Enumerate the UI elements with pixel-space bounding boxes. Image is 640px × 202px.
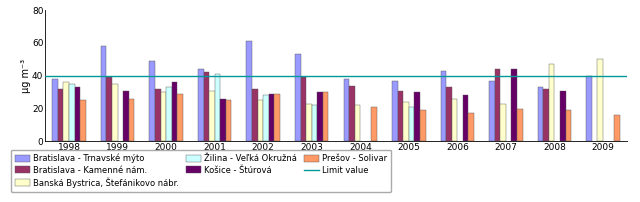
- Bar: [392, 81, 397, 141]
- Bar: [269, 94, 275, 141]
- Bar: [414, 92, 420, 141]
- Bar: [440, 71, 446, 141]
- Bar: [500, 104, 506, 141]
- Bar: [155, 89, 161, 141]
- Bar: [403, 102, 409, 141]
- Bar: [511, 69, 517, 141]
- Bar: [214, 74, 220, 141]
- Bar: [209, 90, 214, 141]
- Bar: [349, 86, 355, 141]
- Bar: [58, 89, 63, 141]
- Bar: [161, 92, 166, 141]
- Bar: [317, 92, 323, 141]
- Bar: [306, 104, 312, 141]
- Bar: [129, 99, 134, 141]
- Bar: [549, 64, 554, 141]
- Bar: [112, 84, 118, 141]
- Bar: [246, 41, 252, 141]
- Bar: [177, 94, 183, 141]
- Bar: [566, 110, 571, 141]
- Bar: [489, 81, 495, 141]
- Bar: [301, 77, 306, 141]
- Bar: [397, 90, 403, 141]
- Bar: [463, 96, 468, 141]
- Bar: [252, 89, 258, 141]
- Bar: [344, 79, 349, 141]
- Legend: Bratislava - Trnavské mýto, Bratislava - Kamenné nám., Banská Bystrica, Štefánik: Bratislava - Trnavské mýto, Bratislava -…: [11, 150, 391, 192]
- Bar: [166, 87, 172, 141]
- Bar: [123, 90, 129, 141]
- Bar: [106, 77, 112, 141]
- Bar: [295, 54, 301, 141]
- Bar: [452, 99, 458, 141]
- Bar: [538, 87, 543, 141]
- Bar: [543, 89, 549, 141]
- Bar: [263, 96, 269, 141]
- Bar: [409, 107, 414, 141]
- Bar: [258, 100, 263, 141]
- Bar: [226, 100, 232, 141]
- Bar: [149, 61, 155, 141]
- Bar: [355, 105, 360, 141]
- Bar: [446, 87, 452, 141]
- Bar: [275, 94, 280, 141]
- Bar: [52, 79, 58, 141]
- Bar: [204, 73, 209, 141]
- Bar: [586, 76, 592, 141]
- Bar: [69, 84, 75, 141]
- Bar: [323, 92, 328, 141]
- Bar: [371, 107, 377, 141]
- Bar: [220, 99, 226, 141]
- Bar: [517, 109, 523, 141]
- Bar: [468, 114, 474, 141]
- Bar: [172, 82, 177, 141]
- Bar: [101, 46, 106, 141]
- Bar: [560, 90, 566, 141]
- Bar: [198, 69, 204, 141]
- Bar: [420, 110, 426, 141]
- Bar: [75, 87, 80, 141]
- Bar: [63, 82, 69, 141]
- Y-axis label: μg m⁻³: μg m⁻³: [20, 59, 31, 93]
- Bar: [614, 115, 620, 141]
- Bar: [80, 100, 86, 141]
- Bar: [312, 105, 317, 141]
- Bar: [597, 59, 603, 141]
- Bar: [495, 69, 500, 141]
